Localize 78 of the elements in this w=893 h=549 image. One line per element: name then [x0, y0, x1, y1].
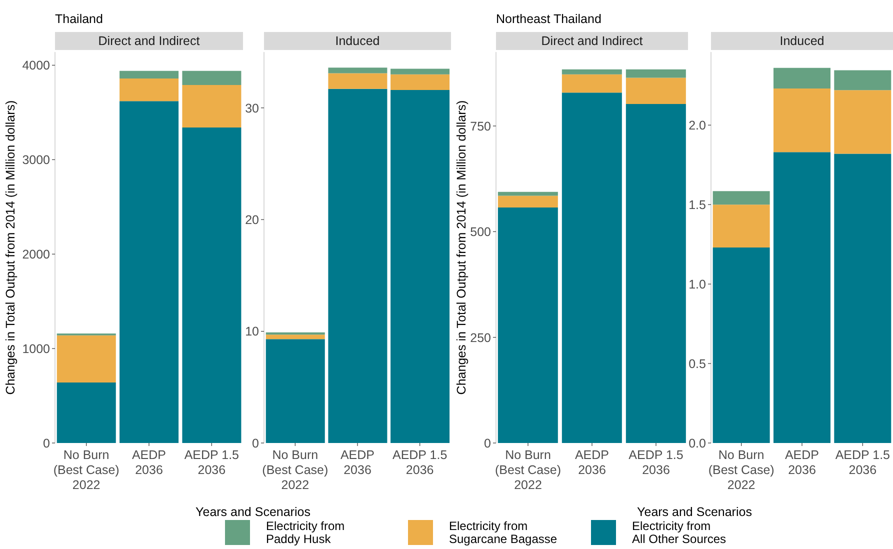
x-tick-label: AEDP 2036	[574, 448, 610, 477]
y-tick-label: 0	[43, 436, 50, 450]
x-tick-label: No Burn (Best Case) 2022	[262, 448, 328, 492]
bar	[266, 339, 325, 443]
bar	[120, 101, 179, 443]
bar	[834, 90, 892, 154]
y-tick-label: 0	[484, 436, 492, 450]
chart-subtitle: Direct and Indirect	[496, 32, 688, 50]
x-tick-label: AEDP 1.5 2036	[392, 448, 448, 477]
bar	[390, 68, 450, 74]
chart-title: Thailand	[55, 12, 103, 26]
bar	[390, 74, 450, 90]
x-tick-label: AEDP 1.5 2036	[184, 448, 240, 477]
legend-label: Electricity from All Other Sources	[632, 519, 728, 546]
bar	[562, 92, 622, 443]
bar	[498, 196, 558, 208]
bar	[328, 88, 388, 443]
y-tick-label: 3000	[22, 153, 50, 168]
x-tick-label: AEDP 2036	[784, 448, 820, 477]
bar	[712, 248, 770, 443]
chart-title: Northeast Thailand	[496, 12, 602, 26]
bar	[56, 335, 116, 383]
x-tick-label: No Burn (Best Case) 2022	[708, 448, 774, 492]
bar	[328, 68, 388, 74]
bar	[498, 208, 558, 443]
y-tick-label: 0.0	[688, 436, 706, 450]
y-tick-label: 1000	[22, 342, 50, 356]
bar	[773, 68, 830, 89]
bar	[773, 88, 830, 152]
y-tick-label: 4000	[22, 58, 50, 73]
bar	[182, 85, 242, 128]
legend-label: Electricity from Sugarcane Bagasse	[449, 519, 558, 546]
bar	[626, 69, 686, 78]
y-tick-label: 1.0	[688, 277, 706, 292]
y-axis-title: Changes in Total Output from 2014 (in Million dollars)	[454, 100, 468, 395]
bar	[498, 192, 558, 196]
chart-subtitle: Direct and Indirect	[55, 32, 243, 50]
x-axis-title: Years and Scenarios	[636, 505, 753, 519]
bar	[266, 332, 325, 335]
x-tick-label: AEDP 1.5 2036	[628, 448, 684, 477]
y-tick-label: 0	[252, 436, 260, 450]
x-tick-label: No Burn (Best Case) 2022	[53, 448, 120, 492]
y-tick-label: 30	[245, 101, 260, 116]
x-tick-label: No Burn (Best Case) 2022	[495, 448, 561, 492]
bar	[712, 204, 770, 248]
y-tick-label: 10	[245, 324, 260, 339]
y-axis-title: Changes in Total Output from 2014 (in Million dollars)	[3, 100, 18, 395]
bar	[626, 78, 686, 104]
y-tick-label: 750	[470, 119, 492, 134]
bar	[562, 74, 622, 93]
y-tick-label: 20	[245, 213, 260, 228]
legend-label: Electricity from Paddy Husk	[266, 519, 346, 546]
y-tick-label: 1.5	[688, 198, 706, 212]
bar	[390, 90, 450, 443]
bar	[712, 191, 770, 205]
x-axis-title: Years and Scenarios	[194, 505, 312, 519]
bar	[626, 104, 686, 443]
x-tick-label: AEDP 1.5 2036	[835, 448, 890, 477]
y-tick-label: 2.0	[688, 118, 706, 133]
bar	[56, 382, 116, 443]
bar	[834, 154, 892, 443]
bar	[266, 334, 325, 340]
chart-subtitle: Induced	[264, 32, 451, 50]
bar	[562, 69, 622, 74]
y-tick-label: 2000	[22, 248, 50, 262]
chart-subtitle: Induced	[711, 32, 893, 50]
bar	[328, 73, 388, 89]
bar	[182, 70, 242, 86]
bar	[773, 152, 830, 443]
x-tick-label: AEDP 2036	[132, 448, 166, 477]
bar	[834, 70, 892, 90]
bar	[182, 128, 242, 443]
bar	[120, 78, 179, 102]
y-tick-label: 250	[470, 330, 492, 345]
y-tick-label: 500	[470, 225, 492, 240]
bar	[120, 70, 179, 78]
y-tick-label: 0.5	[688, 356, 706, 371]
x-tick-label: AEDP 2036	[340, 448, 375, 477]
